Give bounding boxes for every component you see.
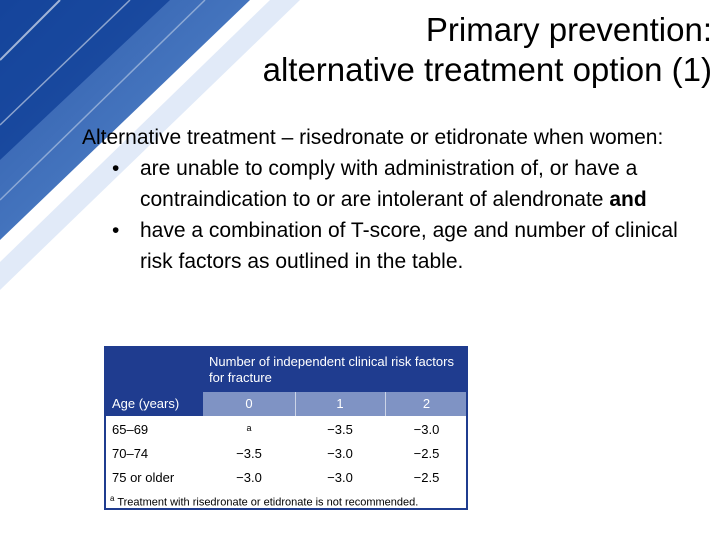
- table-cell: −3.0: [236, 470, 262, 485]
- col-header-1: 1: [336, 396, 344, 411]
- bullet-item-2: • have a combination of T-score, age and…: [82, 215, 702, 277]
- row-age: 65–69: [112, 422, 149, 437]
- group-header: Number of independent clinical risk fact…: [209, 354, 454, 385]
- row-age: 75 or older: [112, 470, 175, 485]
- table-cell: −2.5: [413, 446, 440, 461]
- table-cell: −2.5: [413, 470, 440, 485]
- bullet-1-text: are unable to comply with administration…: [140, 157, 638, 211]
- bullet-1-bold: and: [609, 188, 647, 211]
- table-cell: −3.0: [327, 446, 353, 461]
- bullet-list: • are unable to comply with administrati…: [82, 153, 702, 277]
- table-cell: −3.5: [327, 422, 353, 437]
- title-line-2: alternative treatment option (1): [262, 51, 712, 88]
- footnote-text: Treatment with risedronate or etidronate…: [117, 496, 419, 509]
- table-header: Number of independent clinical risk fact…: [106, 348, 466, 392]
- slide-title: Primary prevention: alternative treatmen…: [263, 10, 712, 90]
- col-divider: [385, 392, 386, 416]
- bullet-item-1: • are unable to comply with administrati…: [82, 153, 702, 215]
- bullet-2-text: have a combination of T-score, age and n…: [140, 219, 678, 273]
- table-subheader: Age (years) 0 1 2: [106, 392, 466, 416]
- table-cell: −3.0: [413, 422, 440, 437]
- table-row: 70–74 −3.5 −3.0 −2.5: [106, 442, 466, 466]
- age-header: Age (years): [106, 392, 203, 416]
- table-cell: −3.0: [327, 470, 353, 485]
- table-cell: −3.5: [236, 446, 262, 461]
- bullet-dot-icon: •: [112, 219, 120, 242]
- footnote-marker: a: [110, 494, 115, 503]
- col-header-0: 0: [245, 396, 253, 411]
- table-row: 75 or older −3.0 −3.0 −2.5: [106, 466, 466, 490]
- col-divider: [295, 392, 296, 416]
- bullet-dot-icon: •: [112, 157, 120, 180]
- row-age: 70–74: [112, 446, 149, 461]
- table-footnote: a Treatment with risedronate or etidrona…: [106, 492, 470, 510]
- slide-body: Alternative treatment – risedronate or e…: [82, 122, 702, 277]
- table-cell: a: [203, 418, 295, 442]
- footnote-mark: a: [246, 423, 252, 433]
- table-row: 65–69 a −3.5 −3.0: [106, 418, 466, 442]
- col-header-2: 2: [422, 396, 431, 411]
- intro-text: Alternative treatment – risedronate or e…: [82, 126, 664, 149]
- title-line-1: Primary prevention:: [425, 11, 712, 48]
- risk-table: Number of independent clinical risk fact…: [104, 346, 468, 510]
